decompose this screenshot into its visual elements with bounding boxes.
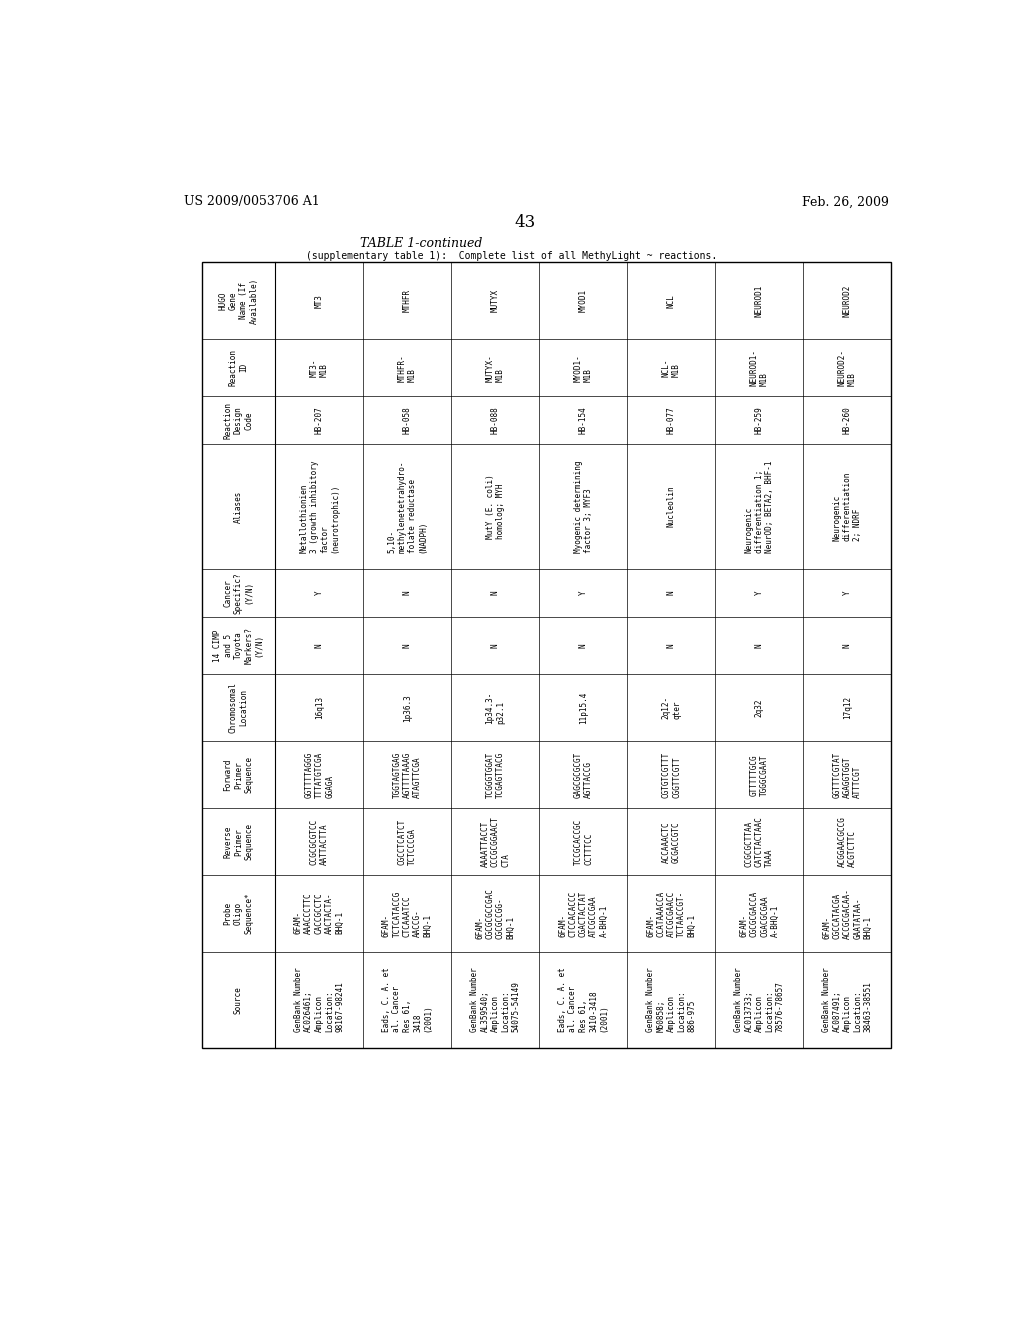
Text: HB-088: HB-088	[490, 407, 500, 434]
Text: CCGCGCGTCC
AATTACTTA: CCGCGCGTCC AATTACTTA	[309, 818, 329, 865]
Text: GTTTTTGCG
TGGGCGAAT: GTTTTTGCG TGGGCGAAT	[750, 754, 769, 796]
Text: GenBank Number
AC013733;
Amplicon
Location:
78576-78657: GenBank Number AC013733; Amplicon Locati…	[734, 968, 784, 1032]
Text: Probe
Oligo
Sequence*: Probe Oligo Sequence*	[223, 892, 253, 935]
Text: Y: Y	[314, 590, 324, 595]
Text: MutY (E. coli)
homolog; MYH: MutY (E. coli) homolog; MYH	[485, 474, 505, 539]
Text: Aliases: Aliases	[233, 491, 243, 523]
Bar	[202, 263, 891, 1048]
Text: Y: Y	[843, 590, 852, 595]
Text: 43: 43	[514, 214, 536, 231]
Text: 16q13: 16q13	[314, 696, 324, 719]
Text: MYOD1-
M1B: MYOD1- M1B	[573, 354, 593, 381]
Text: MT3-
M1B: MT3- M1B	[309, 359, 329, 378]
Text: Source: Source	[233, 986, 243, 1014]
Text: Reaction
ID: Reaction ID	[228, 350, 248, 387]
Text: MTHFR: MTHFR	[402, 289, 412, 313]
Text: Neurogenic
differentiation
2; NDRF: Neurogenic differentiation 2; NDRF	[833, 473, 862, 541]
Text: HB-154: HB-154	[579, 407, 588, 434]
Text: Eads, C. A. et
al. Cancer
Res 61,
3418
(2001): Eads, C. A. et al. Cancer Res 61, 3418 (…	[382, 968, 432, 1032]
Text: US 2009/0053706 A1: US 2009/0053706 A1	[183, 195, 319, 209]
Text: MUTYX-
M1B: MUTYX- M1B	[485, 354, 505, 381]
Text: GenBank Number
AC087491;
Amplicon
Location:
38463-38551: GenBank Number AC087491; Amplicon Locati…	[822, 968, 872, 1032]
Text: Myogenic determining
factor 3; MYF3: Myogenic determining factor 3; MYF3	[573, 461, 593, 553]
Text: ACGGAACGCCG
ACGTCTTC: ACGGAACGCCG ACGTCTTC	[838, 816, 857, 867]
Text: HB-207: HB-207	[314, 407, 324, 434]
Text: TCCGCACCGC
CCTTTCC: TCCGCACCGC CCTTTCC	[573, 818, 593, 865]
Text: 17q12: 17q12	[843, 696, 852, 719]
Text: AAAATTACCT
CCCGCGGAACT
CTA: AAAATTACCT CCCGCGGAACT CTA	[480, 816, 510, 867]
Text: MYOD1: MYOD1	[579, 289, 588, 313]
Text: NCL: NCL	[667, 294, 676, 308]
Text: N: N	[490, 590, 500, 595]
Text: N: N	[402, 590, 412, 595]
Text: 2q32: 2q32	[755, 698, 764, 717]
Text: MUTYX: MUTYX	[490, 289, 500, 313]
Text: N: N	[314, 643, 324, 648]
Text: N: N	[755, 643, 764, 648]
Text: Metallothionien
3 (growth inhibitory
factor
(neurotrophic)): Metallothionien 3 (growth inhibitory fac…	[299, 461, 339, 553]
Text: 6FAM-
CGCGCGCCGAC
CGCGCCGG-
BHQ-1: 6FAM- CGCGCGCCGAC CGCGCCGG- BHQ-1	[475, 888, 515, 939]
Text: 1p36.3: 1p36.3	[402, 694, 412, 722]
Text: Y: Y	[755, 590, 764, 595]
Text: HB-260: HB-260	[843, 407, 852, 434]
Text: Reaction
Design
Code: Reaction Design Code	[223, 401, 253, 438]
Text: N: N	[579, 643, 588, 648]
Text: 1p34.3-
p32.1: 1p34.3- p32.1	[485, 692, 505, 723]
Text: TCGGGTGGAT
TCGAGTTACG: TCGGGTGGAT TCGAGTTACG	[485, 751, 505, 797]
Text: NEUROD1: NEUROD1	[755, 285, 764, 317]
Text: GGTTTCGTAT
AGAGGTGGT
ATTTCGT: GGTTTCGTAT AGAGGTGGT ATTTCGT	[833, 751, 862, 797]
Text: CGCCTCATCT
TCTCCCGA: CGCCTCATCT TCTCCCGA	[397, 818, 417, 865]
Text: NEUROD2: NEUROD2	[843, 285, 852, 317]
Text: Nucleolin: Nucleolin	[667, 486, 676, 528]
Text: Chromosomal
Location: Chromosomal Location	[228, 682, 248, 733]
Text: CCGCGCTTAA
CATCTACTAAC
TAAA: CCGCGCTTAA CATCTACTAAC TAAA	[744, 816, 774, 867]
Text: Feb. 26, 2009: Feb. 26, 2009	[802, 195, 889, 209]
Text: MT3: MT3	[314, 294, 324, 308]
Text: 6FAM-
CCATAAACCA
ATCGCGAACC
TCTAACCGT-
BHQ-1: 6FAM- CCATAAACCA ATCGCGAACC TCTAACCGT- B…	[646, 891, 696, 937]
Text: N: N	[490, 643, 500, 648]
Text: 6FAM-
AAACCCTTC
CACCGCCTC
AACTACTA-
BHQ-1: 6FAM- AAACCCTTC CACCGCCTC AACTACTA- BHQ-…	[294, 892, 344, 935]
Text: MTHFR-
M1B: MTHFR- M1B	[397, 354, 417, 381]
Text: NEUROD2-
M1B: NEUROD2- M1B	[838, 350, 857, 387]
Text: 6FAM-
TCTCATACCG
CTCAAATCC
AACCG-
BHQ-1: 6FAM- TCTCATACCG CTCAAATCC AACCG- BHQ-1	[382, 891, 432, 937]
Text: TGGTAGTGAG
AGTTTTAAAG
ATAGTTCGA: TGGTAGTGAG AGTTTTAAAG ATAGTTCGA	[392, 751, 422, 797]
Text: CGTGTCGTTT
CGGTTCGTT: CGTGTCGTTT CGGTTCGTT	[662, 751, 681, 797]
Text: NEUROD1-
M1B: NEUROD1- M1B	[750, 350, 769, 387]
Text: N: N	[667, 643, 676, 648]
Text: NCL-
M1B: NCL- M1B	[662, 359, 681, 378]
Text: N: N	[843, 643, 852, 648]
Text: HUGO
Gene
Name (If
Available): HUGO Gene Name (If Available)	[218, 277, 258, 323]
Text: GenBank Number
M60858;
Amplicon
Location:
886-975: GenBank Number M60858; Amplicon Location…	[646, 968, 696, 1032]
Text: GenBank Number
AL359540;
Amplicon
Location:
54075-54149: GenBank Number AL359540; Amplicon Locati…	[470, 968, 520, 1032]
Text: Eads, C. A. et
al. Cancer
Res 61,
3410-3418
(2001): Eads, C. A. et al. Cancer Res 61, 3410-3…	[558, 968, 608, 1032]
Text: 11p15.4: 11p15.4	[579, 692, 588, 723]
Text: HB-259: HB-259	[755, 407, 764, 434]
Text: ACCAAACTC
GCGACCGTC: ACCAAACTC GCGACCGTC	[662, 821, 681, 863]
Text: 2q12-
qter: 2q12- qter	[662, 696, 681, 719]
Text: Reverse
Primer
Sequence: Reverse Primer Sequence	[223, 824, 253, 861]
Text: N: N	[667, 590, 676, 595]
Text: Y: Y	[579, 590, 588, 595]
Text: 6FAM-
CTCCACACCC
CGACTACTAT
ATCGCCGAA
A-BHQ-1: 6FAM- CTCCACACCC CGACTACTAT ATCGCCGAA A-…	[558, 891, 608, 937]
Text: Cancer
Specific?
(Y/N): Cancer Specific? (Y/N)	[223, 572, 253, 614]
Text: 6FAM-
CGCGCGACCA
CGACGCGAA
A-BHQ-1: 6FAM- CGCGCGACCA CGACGCGAA A-BHQ-1	[739, 891, 779, 937]
Text: 6FAM-
CGCCATACGA
ACCGCGACAA-
GAATATAA-
BHQ-1: 6FAM- CGCCATACGA ACCGCGACAA- GAATATAA- B…	[822, 888, 872, 939]
Text: (supplementary table 1):  Complete list of all MethyLight ~ reactions.: (supplementary table 1): Complete list o…	[306, 251, 718, 261]
Text: Forward
Primer
Sequence: Forward Primer Sequence	[223, 756, 253, 793]
Text: GGTTTTAGGG
TTTATGTCGA
GGAGA: GGTTTTAGGG TTTATGTCGA GGAGA	[304, 751, 334, 797]
Text: 14 CIMP
and 5
Toyota
Markers?
(Y/N): 14 CIMP and 5 Toyota Markers? (Y/N)	[213, 627, 264, 664]
Text: HB-077: HB-077	[667, 407, 676, 434]
Text: Neurogenic
differentiation 1;
NeurOD; BETA2, BHF-1: Neurogenic differentiation 1; NeurOD; BE…	[744, 461, 774, 553]
Text: GAGCGCGCGT
AGTTACCG: GAGCGCGCGT AGTTACCG	[573, 751, 593, 797]
Text: 5,10-
methylenetetrahydro-
folate reductase
(NADPH): 5,10- methylenetetrahydro- folate reduct…	[387, 461, 427, 553]
Text: TABLE 1-continued: TABLE 1-continued	[360, 238, 483, 249]
Text: N: N	[402, 643, 412, 648]
Text: HB-058: HB-058	[402, 407, 412, 434]
Text: GenBank Number
AC026461;
Amplicon
Location:
98167-98241: GenBank Number AC026461; Amplicon Locati…	[294, 968, 344, 1032]
